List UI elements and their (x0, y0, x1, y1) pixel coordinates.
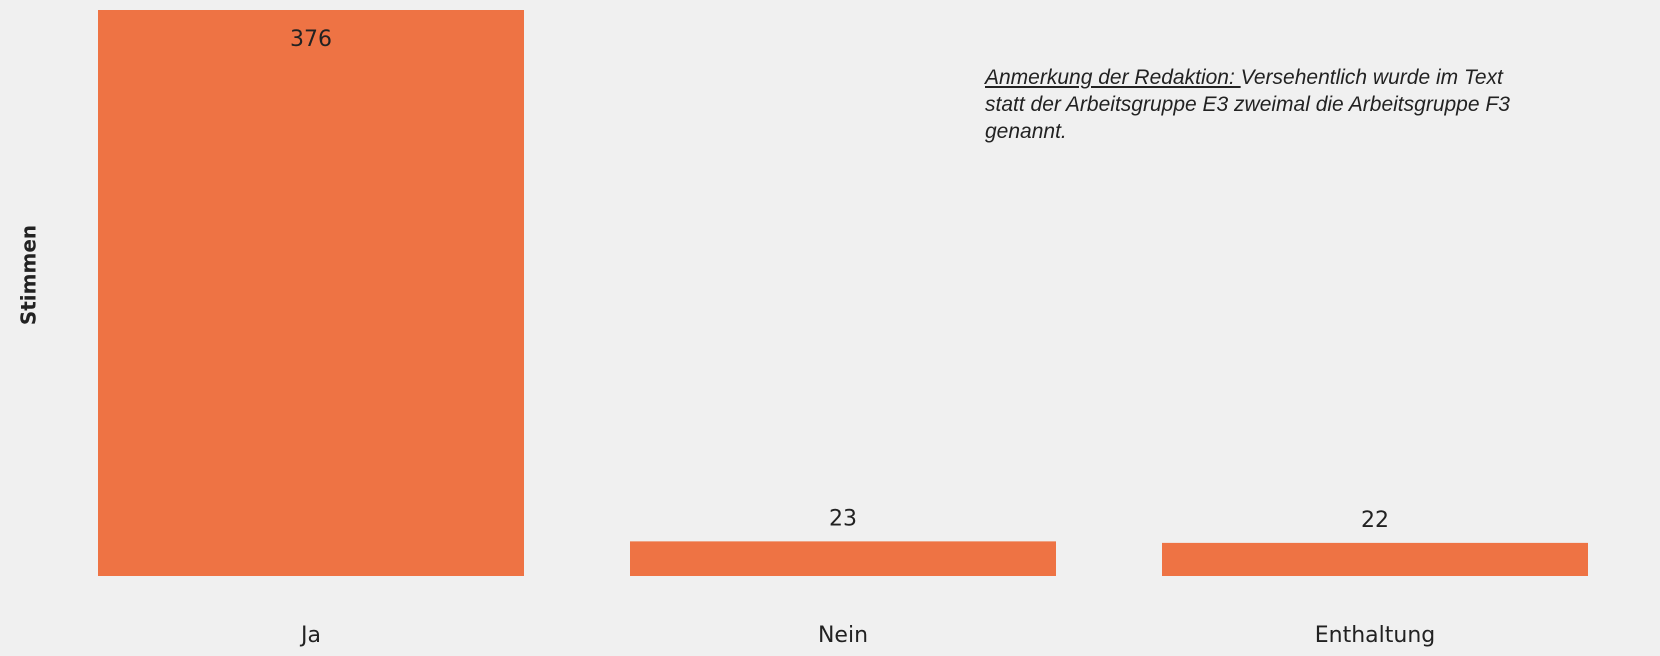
value-label: 376 (290, 27, 332, 52)
value-label: 22 (1361, 508, 1389, 533)
bar (1162, 542, 1588, 576)
y-axis-label: Stimmen (17, 225, 41, 325)
x-tick-label: Ja (299, 623, 321, 648)
x-tick-label: Nein (818, 623, 868, 648)
bar (98, 10, 524, 576)
annotation: Anmerkung der Redaktion: Versehentlich w… (985, 64, 1545, 145)
annotation-text: Versehentlich wurde im Text statt der Ar… (985, 66, 1510, 143)
x-tick-label: Enthaltung (1315, 623, 1435, 648)
bar (630, 541, 1056, 576)
annotation-label: Anmerkung der Redaktion: (985, 66, 1241, 89)
value-label: 23 (829, 506, 857, 531)
